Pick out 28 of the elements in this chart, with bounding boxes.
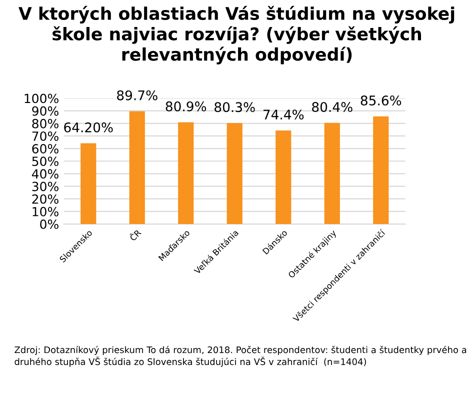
y-tick-label: 70% (32, 131, 58, 141)
y-tick-label: 100% (24, 94, 58, 104)
data-label: 85.6% (360, 95, 402, 106)
data-label: 80.9% (166, 101, 206, 112)
bar (178, 122, 194, 224)
bar (80, 143, 96, 224)
y-tick-label: 50% (32, 156, 58, 166)
bar (373, 116, 389, 224)
y-tick-label: 60% (32, 144, 58, 154)
y-tick-label: 90% (32, 106, 58, 116)
data-label: 89.7% (117, 90, 158, 100)
bar (276, 130, 292, 224)
y-tick-label: 0% (40, 219, 58, 229)
data-label: 74.4% (264, 110, 304, 120)
text: Zdroj: Dotazníkový prieskum To dá rozum, 2018. Počet respondentov: študenti a študentky prvého a druhého stupňa VŠ štúdia zo Slovenska študujúci na VŠ v zahraničí (n=1404) (14, 346, 466, 367)
chart-title: V ktorých oblastiach Vás štúdium na vysokej škole najviac rozvíja? (výber všetkých relevantných odpovedí) (18, 6, 454, 64)
bar (129, 111, 145, 224)
data-label: 80.4% (312, 102, 352, 112)
y-tick-label: 80% (32, 118, 58, 128)
bar (324, 122, 340, 224)
y-tick-label: 40% (32, 169, 58, 179)
data-label: 64.20% (64, 122, 113, 132)
data-label: 80.3% (214, 102, 255, 112)
y-tick-label: 20% (32, 194, 58, 204)
bar (226, 123, 242, 224)
y-tick-label: 30% (32, 182, 58, 192)
x-tick-label: ČR (128, 228, 142, 242)
y-tick-label: 10% (32, 206, 58, 216)
